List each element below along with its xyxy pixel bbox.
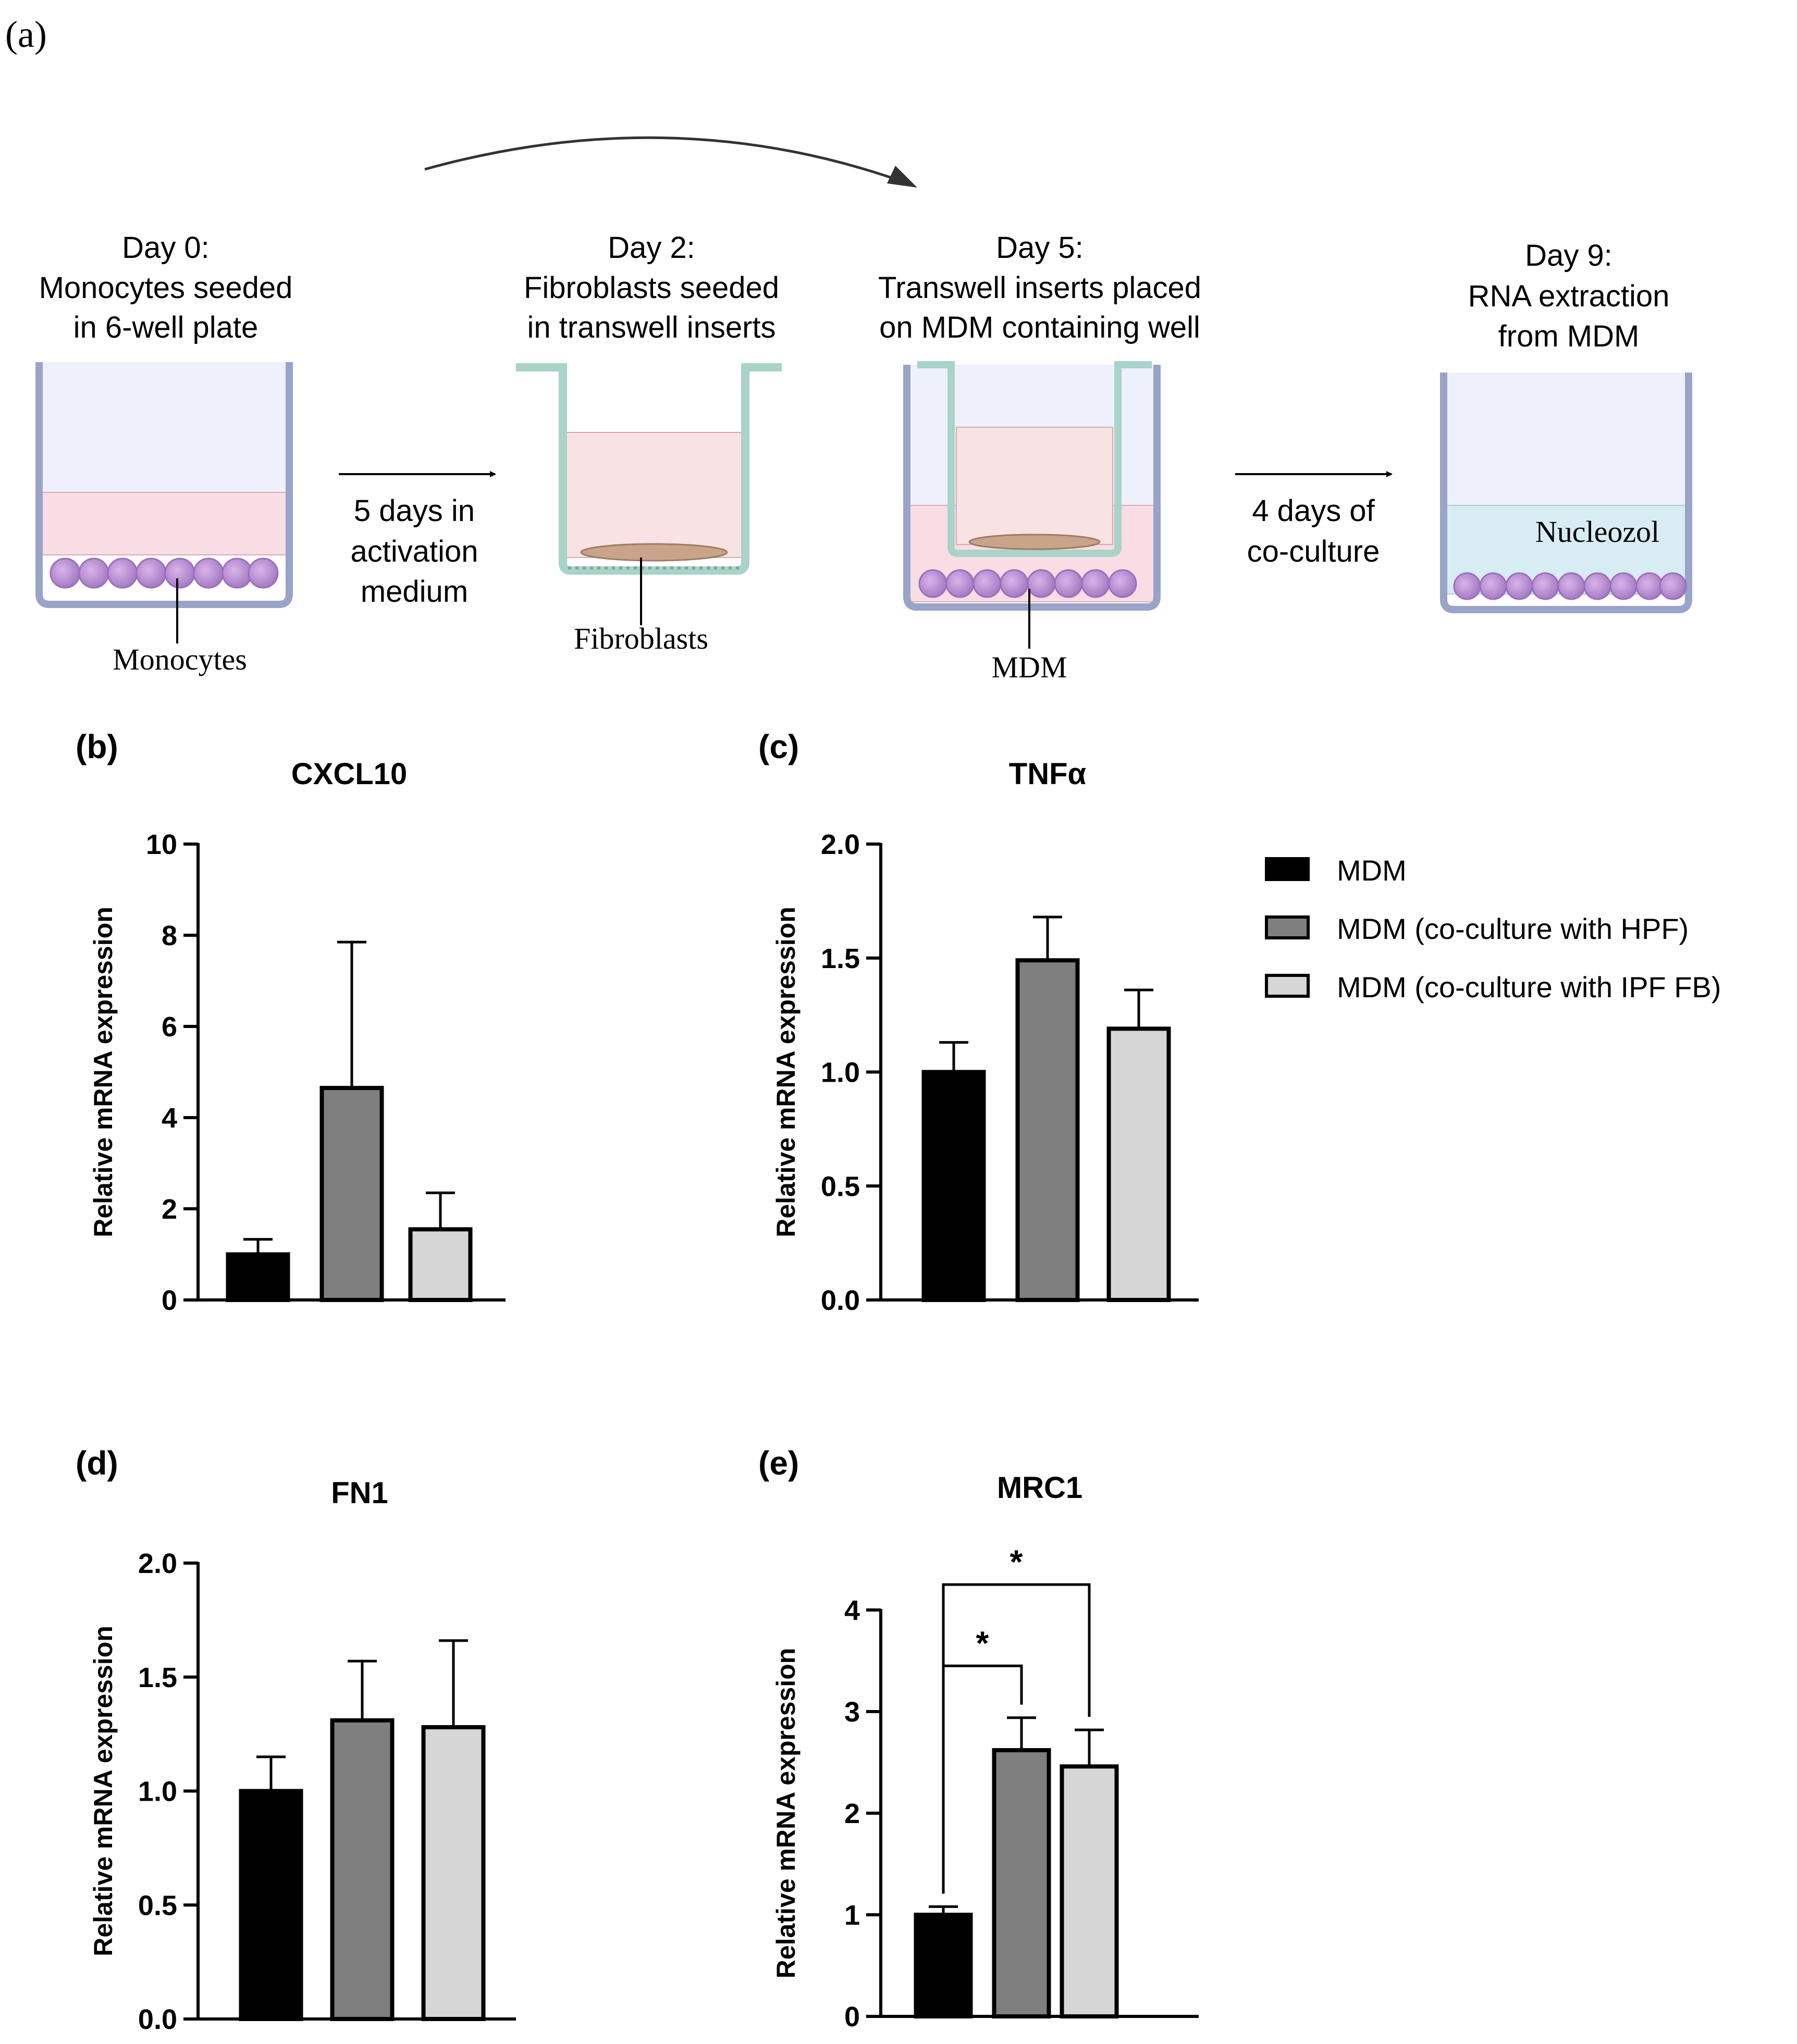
step-day2-caption: Day 2: Fibroblasts seeded in transwell i…: [524, 231, 779, 344]
y-tick-label: 3: [844, 1696, 860, 1728]
day2-line1: Day 2:: [608, 231, 695, 265]
arrow1-line3: medium: [361, 575, 468, 609]
step-day0-caption: Day 0: Monocytes seeded in 6-well plate: [39, 231, 293, 344]
y-tick-label: 1.0: [821, 1057, 860, 1088]
y-tick-label: 0.5: [821, 1171, 860, 1202]
bar: [1015, 958, 1080, 1302]
y-tick-label: 0: [844, 2001, 860, 2033]
y-tick-label: 6: [162, 1011, 177, 1043]
legend: MDM MDM (co-culture with HPF) MDM (co-cu…: [1265, 854, 1721, 1004]
bar: [319, 1086, 384, 1302]
legend-swatch-hpf: [1265, 915, 1310, 939]
y-tick-label: 1.0: [138, 1776, 177, 1807]
day2-line3: in transwell inserts: [527, 311, 776, 344]
legend-label-mdm: MDM: [1337, 854, 1407, 887]
bar: [239, 1789, 303, 2021]
monocyte-cells: [50, 558, 279, 589]
step-day5-caption: Day 5: Transwell inserts placed on MDM c…: [878, 231, 1201, 344]
day2-transwell-insert: [516, 363, 782, 625]
day5-line2: Transwell inserts placed: [878, 271, 1201, 305]
y-tick-label: 1: [844, 1900, 860, 1931]
step-day9-caption: Day 9: RNA extraction from MDM: [1468, 239, 1670, 353]
y-tick-label: 2.0: [138, 1548, 177, 1579]
arrow1-caption: 5 days in activation medium: [350, 494, 478, 609]
significance-star: *: [976, 1624, 989, 1662]
y-axis-label: Relative mRNA expression: [771, 1648, 801, 1979]
chart-title: MRC1: [997, 1471, 1082, 1505]
y-tick-label: 1.5: [138, 1662, 177, 1693]
mdm-callout: MDM: [991, 650, 1067, 684]
y-tick-label: 0.0: [138, 2004, 177, 2035]
legend-swatch-ipf: [1265, 974, 1310, 998]
chart-title: CXCL10: [291, 757, 407, 791]
y-tick-label: 2: [844, 1798, 860, 1829]
legend-swatch-mdm: [1265, 857, 1310, 881]
bar: [408, 1227, 473, 1302]
chart-mrc1: (e) MRC1 Relative mRNA expression 0 1 2 3 4 * *: [758, 1444, 1199, 2033]
y-axis-label: Relative mRNA expression: [771, 907, 801, 1237]
y-tick-label: 2: [162, 1194, 177, 1225]
chart-title: TNFα: [1009, 757, 1087, 791]
y-tick-label: 10: [146, 829, 177, 860]
day9-line3: from MDM: [1498, 319, 1640, 353]
fibroblasts-callout: Fibroblasts: [574, 622, 708, 655]
legend-label-hpf: MDM (co-culture with HPF): [1337, 912, 1689, 945]
day0-line2: Monocytes seeded: [39, 271, 293, 305]
panel-c-label: (c): [758, 728, 799, 765]
y-tick-label: 2.0: [821, 829, 860, 860]
chart-tnfa: (c) TNFα Relative mRNA expression 0.0 0.5 1.…: [758, 728, 1199, 1316]
day9-well: [1440, 373, 1692, 613]
significance-bracket: [942, 1583, 1091, 1894]
arrow2-caption: 4 days of co-culture: [1247, 494, 1380, 568]
bar: [992, 1748, 1051, 2019]
arrow1-line2: activation: [350, 535, 478, 568]
chart-fn1: (d) FN1 Relative mRNA expression 0.0 0.5 1.0…: [76, 1444, 516, 2035]
panel-a-label: (a): [5, 14, 47, 55]
chart-title: FN1: [331, 1476, 388, 1510]
bar: [226, 1252, 290, 1302]
day0-line3: in 6-well plate: [73, 311, 259, 344]
day0-line1: Day 0:: [122, 231, 210, 265]
arrow2-line1: 4 days of: [1252, 494, 1375, 528]
panel-e-label: (e): [758, 1444, 799, 1482]
day9-line2: RNA extraction: [1468, 279, 1670, 313]
bar: [1106, 1026, 1171, 1302]
monocytes-callout: Monocytes: [113, 642, 247, 676]
transfer-curved-arrow-head: [887, 166, 917, 188]
bar: [421, 1725, 486, 2021]
nucleozol-label: Nucleozol: [1535, 515, 1659, 549]
day5-well-with-insert: [903, 361, 1161, 649]
y-tick-label: 4: [844, 1595, 860, 1626]
transfer-curved-arrow: [424, 136, 913, 187]
bar: [914, 1913, 973, 2018]
day5-line1: Day 5:: [996, 231, 1084, 265]
day9-line1: Day 9:: [1525, 239, 1613, 272]
bar: [921, 1070, 986, 1302]
arrow1-line1: 5 days in: [354, 494, 475, 528]
y-axis-label: Relative mRNA expression: [89, 1626, 118, 1956]
day5-line3: on MDM containing well: [879, 311, 1200, 344]
significance-star: *: [1010, 1543, 1023, 1580]
y-tick-label: 0.0: [821, 1285, 860, 1316]
y-tick-label: 0.5: [138, 1890, 177, 1921]
bar: [330, 1718, 395, 2021]
y-tick-label: 4: [162, 1102, 177, 1134]
y-tick-label: 8: [162, 920, 177, 951]
day0-well: [35, 362, 293, 643]
arrow2-line2: co-culture: [1247, 535, 1380, 568]
panel-b-label: (b): [76, 728, 118, 765]
legend-label-ipf: MDM (co-culture with IPF FB): [1337, 971, 1721, 1004]
chart-cxcl10: (b) CXCL10 Relative mRNA expression 0 2 4 6 8 1…: [76, 728, 506, 1316]
y-tick-label: 0: [162, 1285, 177, 1316]
y-tick-label: 1.5: [821, 943, 860, 974]
y-axis-label: Relative mRNA expression: [89, 907, 118, 1237]
day2-line2: Fibroblasts seeded: [524, 271, 779, 305]
panel-a-schematic: (a) Day 0: Monocytes seeded in 6-well pl…: [5, 14, 1692, 684]
bar: [1060, 1764, 1119, 2019]
panel-d-label: (d): [76, 1444, 118, 1482]
